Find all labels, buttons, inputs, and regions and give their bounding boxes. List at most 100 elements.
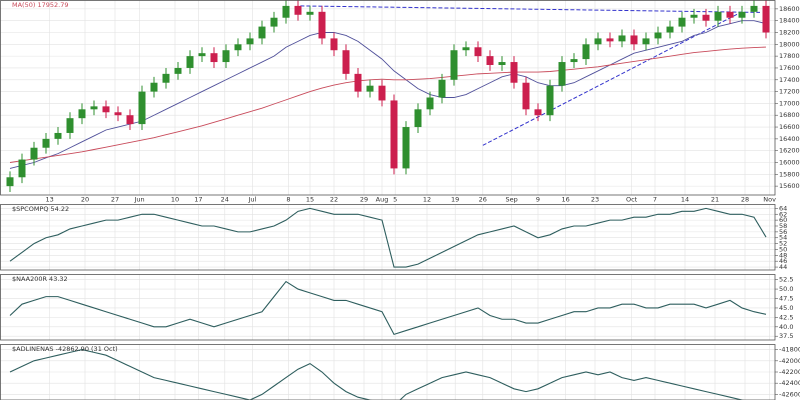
candle-body	[462, 47, 470, 51]
x-tick-label: 10	[171, 196, 179, 204]
candle-body	[570, 59, 578, 63]
y-tick-label: -42600	[779, 390, 800, 398]
candle-body	[702, 14, 710, 21]
y-tick-label: 17800	[779, 52, 800, 60]
y-tick-label: 45.0	[779, 304, 793, 312]
y-tick-label: 44	[779, 263, 787, 271]
x-tick-label: 5	[393, 196, 397, 204]
candle-body	[114, 112, 122, 116]
indicator-line	[9, 207, 767, 268]
x-tick-label: 14	[681, 196, 689, 204]
candle-body	[258, 26, 266, 39]
candle-body	[630, 35, 638, 45]
y-tick-label: 42.5	[779, 313, 793, 321]
y-tick-label: 40.0	[779, 323, 793, 331]
candle-body	[510, 62, 518, 83]
panel-frame	[0, 274, 776, 341]
candle-body	[282, 5, 290, 18]
candle-body	[138, 91, 146, 125]
moving-average	[9, 46, 767, 163]
candle-body	[438, 79, 446, 98]
candle-body	[390, 100, 398, 169]
x-tick-label: Nov	[763, 196, 776, 204]
x-tick-label: Jul	[247, 196, 256, 204]
candle-body	[294, 5, 302, 15]
x-tick-label: 21	[711, 196, 719, 204]
candle-body	[486, 56, 494, 65]
candle-body	[606, 38, 614, 42]
x-tick-label: 23	[591, 196, 599, 204]
y-tick-label: 17600	[779, 64, 800, 72]
legend-label: MA(50) 17952.79	[12, 1, 68, 9]
x-tick-label: 12	[423, 196, 431, 204]
candle-body	[546, 85, 554, 116]
candle-body	[162, 73, 170, 83]
x-tick-label: 19	[451, 196, 459, 204]
x-tick-label: 29	[360, 196, 368, 204]
y-tick-label: -42200	[779, 368, 800, 376]
y-tick-label: 16400	[779, 135, 800, 143]
y-tick-label: 47.5	[779, 295, 793, 303]
y-tick-label: 56	[779, 228, 787, 236]
y-tick-label: 17200	[779, 88, 800, 96]
trendline	[300, 5, 761, 13]
x-tick-label: 27	[111, 196, 119, 204]
x-tick-label: 24	[221, 196, 229, 204]
y-tick-label: 37.5	[779, 332, 793, 340]
y-tick-label: 54	[779, 234, 787, 242]
panel-frame	[0, 0, 776, 196]
candle-body	[450, 50, 458, 80]
panel	[0, 274, 775, 340]
candle-body	[366, 85, 374, 92]
candle-body	[726, 11, 734, 18]
x-tick-label: 16	[561, 196, 569, 204]
x-tick-label: 13	[45, 196, 53, 204]
candle-body	[198, 53, 206, 57]
indicator-line	[9, 349, 745, 400]
candle-body	[330, 38, 338, 51]
panel	[0, 0, 775, 195]
candle-body	[678, 17, 686, 27]
candle-body	[762, 5, 770, 33]
panel-frame	[0, 204, 776, 271]
candle-body	[534, 109, 542, 116]
candle-body	[642, 38, 650, 45]
candle-body	[750, 5, 758, 12]
candle-body	[738, 11, 746, 18]
y-tick-label: 46	[779, 257, 787, 265]
candle-body	[186, 56, 194, 68]
candle-body	[426, 97, 434, 110]
indicator-line	[9, 280, 767, 336]
panel-label: $SPCOMPQ 54.22	[12, 205, 69, 213]
candle-body	[690, 14, 698, 18]
panel-label: $ADLINENAS -42862.90 (31 Oct)	[12, 345, 118, 353]
candle-body	[354, 73, 362, 92]
candle-body	[594, 38, 602, 45]
candle-body	[402, 127, 410, 169]
x-tick-label: 28	[741, 196, 749, 204]
candle-body	[222, 50, 230, 63]
y-tick-label: 18600	[779, 5, 800, 13]
candle-body	[522, 82, 530, 110]
x-tick-label: 8	[286, 196, 290, 204]
x-tick-label: Jun	[134, 196, 145, 204]
x-tick-label: Oct	[626, 196, 638, 204]
candle-body	[270, 17, 278, 27]
panel-label: $NAA200R 43.32	[12, 275, 68, 283]
x-tick-label: 9	[536, 196, 540, 204]
x-tick-label: 26	[479, 196, 487, 204]
candle-body	[666, 26, 674, 33]
candle-body	[306, 11, 314, 15]
y-tick-label: 60	[779, 216, 787, 224]
y-tick-label: -42000	[779, 357, 800, 365]
candle-body	[210, 53, 218, 63]
y-tick-label: 17400	[779, 76, 800, 84]
candle-body	[246, 38, 254, 45]
candle-body	[42, 138, 50, 148]
panel	[0, 204, 775, 270]
candle-body	[102, 106, 110, 113]
y-tick-label: 62	[779, 210, 787, 218]
candle-body	[126, 115, 134, 125]
